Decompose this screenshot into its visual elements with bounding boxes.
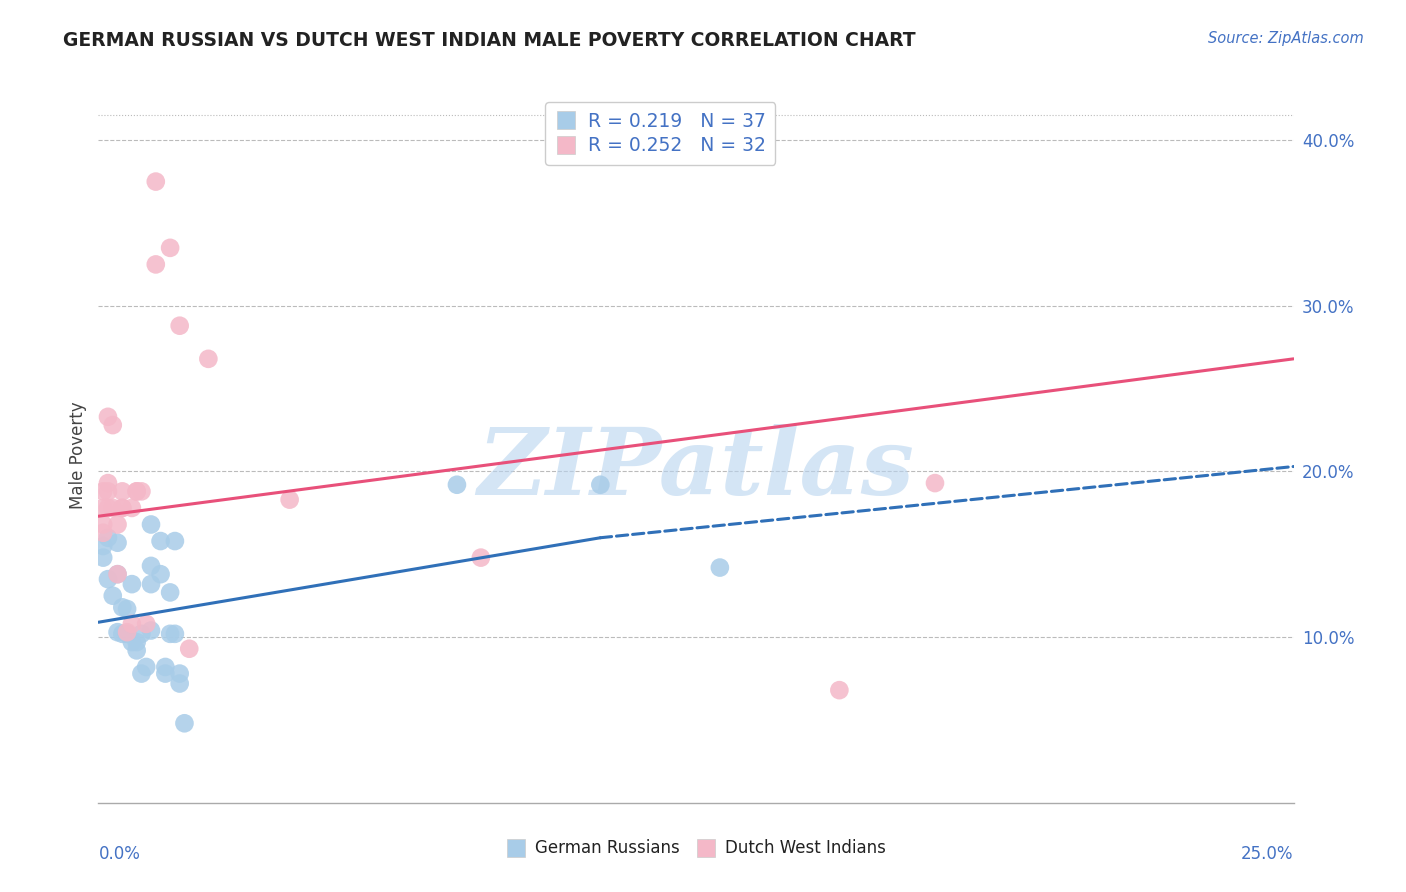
Point: [107, 567, 129, 582]
Point: [107, 535, 129, 549]
Point: [121, 616, 143, 631]
Text: ZIPatlas: ZIPatlas: [478, 424, 914, 514]
Point: [107, 567, 129, 582]
Legend: German Russians, Dutch West Indians: German Russians, Dutch West Indians: [499, 833, 893, 864]
Point: [155, 660, 177, 674]
Point: [169, 318, 191, 333]
Point: [139, 577, 162, 591]
Point: [101, 589, 124, 603]
Point: [115, 625, 138, 640]
Point: [135, 616, 157, 631]
Point: [111, 484, 134, 499]
Point: [589, 477, 612, 491]
Point: [173, 716, 195, 731]
Point: [97, 531, 120, 545]
Point: [169, 676, 191, 690]
Point: [97, 500, 120, 515]
Point: [97, 484, 120, 499]
Point: [91, 539, 114, 553]
Point: [91, 500, 114, 515]
Point: [131, 484, 153, 499]
Point: [179, 641, 201, 656]
Point: [91, 525, 114, 540]
Point: [139, 624, 162, 638]
Point: [97, 572, 120, 586]
Point: [121, 577, 143, 591]
Point: [125, 484, 148, 499]
Point: [91, 484, 114, 499]
Text: 0.0%: 0.0%: [98, 845, 141, 863]
Point: [97, 476, 120, 491]
Point: [111, 500, 134, 515]
Point: [470, 550, 492, 565]
Point: [107, 517, 129, 532]
Point: [131, 666, 153, 681]
Point: [163, 534, 186, 549]
Point: [924, 476, 946, 491]
Text: 25.0%: 25.0%: [1241, 845, 1294, 863]
Point: [149, 567, 172, 582]
Point: [91, 517, 114, 532]
Point: [115, 602, 138, 616]
Point: [101, 500, 124, 515]
Point: [159, 627, 181, 641]
Point: [169, 666, 191, 681]
Point: [111, 627, 134, 641]
Text: GERMAN RUSSIAN VS DUTCH WEST INDIAN MALE POVERTY CORRELATION CHART: GERMAN RUSSIAN VS DUTCH WEST INDIAN MALE…: [63, 31, 915, 50]
Point: [709, 560, 731, 574]
Point: [121, 500, 143, 515]
Point: [111, 600, 134, 615]
Text: Source: ZipAtlas.com: Source: ZipAtlas.com: [1208, 31, 1364, 46]
Point: [197, 351, 219, 366]
Point: [828, 683, 851, 698]
Point: [139, 517, 162, 532]
Point: [278, 492, 301, 507]
Point: [131, 627, 153, 641]
Point: [155, 666, 177, 681]
Point: [446, 477, 468, 491]
Point: [91, 550, 114, 565]
Point: [159, 241, 181, 255]
Point: [97, 409, 120, 424]
Point: [135, 660, 157, 674]
Point: [107, 625, 129, 640]
Point: [125, 484, 148, 499]
Point: [139, 558, 162, 573]
Point: [111, 500, 134, 515]
Point: [115, 627, 138, 641]
Point: [163, 627, 186, 641]
Point: [145, 175, 167, 189]
Point: [125, 643, 148, 657]
Y-axis label: Male Poverty: Male Poverty: [69, 401, 87, 508]
Point: [125, 635, 148, 649]
Point: [145, 257, 167, 271]
Point: [149, 534, 172, 549]
Point: [159, 585, 181, 599]
Point: [101, 418, 124, 433]
Point: [121, 635, 143, 649]
